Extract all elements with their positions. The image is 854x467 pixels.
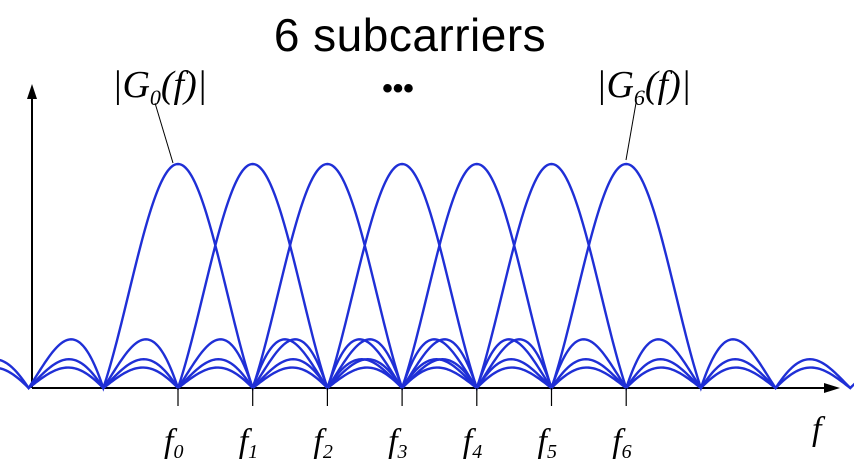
label-g0-suffix: (f)|	[161, 64, 207, 106]
subcarrier-curves	[0, 162, 854, 392]
figure-title: 6 subcarriers	[273, 9, 547, 61]
subcarrier-curve-0	[0, 162, 478, 392]
tick-label-3: f3	[388, 423, 407, 463]
tick-label-sub-3: 3	[397, 441, 408, 463]
tick-label-sub-2: 2	[323, 441, 333, 463]
axes	[27, 84, 840, 393]
label-g6: |G6(f)|	[596, 64, 691, 110]
label-g6-suffix: (f)|	[645, 64, 691, 106]
x-axis-label: f	[812, 411, 826, 448]
subcarrier-curve-5	[251, 162, 852, 392]
label-g6-sub: 6	[634, 85, 645, 110]
tick-label-0: f0	[164, 423, 183, 463]
x-axis-arrow	[824, 383, 840, 393]
tick-marks	[177, 388, 627, 406]
label-g0: |G0(f)|	[112, 64, 207, 110]
tick-label-5: f5	[538, 423, 557, 463]
subcarrier-curve-1	[0, 162, 553, 392]
tick-label-sub-6: 6	[622, 441, 632, 463]
label-g0-sub: 0	[150, 85, 161, 110]
label-g6-leader	[625, 102, 637, 161]
tick-label-sub-0: 0	[173, 441, 183, 463]
label-g0-leader	[154, 102, 174, 164]
label-g0-prefix: |G	[112, 64, 150, 106]
tick-labels: f0 f1 f2 f3 f4 f5 f6	[164, 423, 632, 463]
y-axis-arrow	[27, 84, 37, 99]
subcarrier-curve-2	[27, 162, 627, 392]
tick-label-6: f6	[612, 423, 631, 463]
subcarrier-curve-3	[102, 162, 702, 392]
ellipsis: •••	[382, 72, 414, 105]
subcarrier-curve-6	[326, 162, 854, 392]
tick-label-sub-1: 1	[248, 441, 258, 463]
tick-label-2: f2	[313, 423, 332, 463]
tick-label-sub-4: 4	[472, 441, 482, 463]
tick-label-1: f1	[239, 423, 258, 463]
label-g6-prefix: |G	[596, 64, 634, 106]
tick-label-4: f4	[463, 423, 482, 463]
tick-label-sub-5: 5	[547, 441, 557, 463]
subcarrier-curve-4	[177, 162, 777, 392]
